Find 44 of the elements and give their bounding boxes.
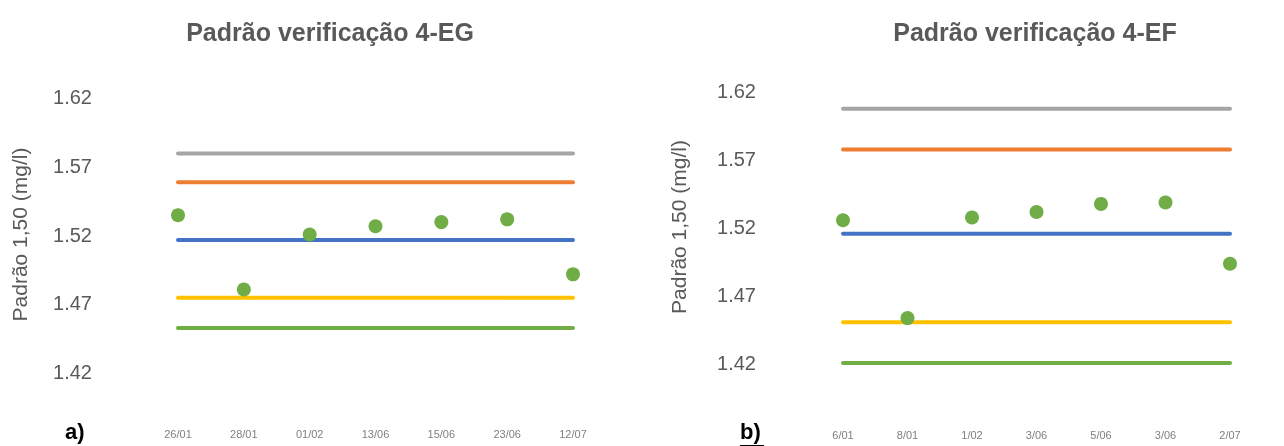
point xyxy=(566,267,580,282)
point xyxy=(434,215,449,230)
x-tick-label: 2/07 xyxy=(1219,428,1241,441)
y-tick-label: 1.42 xyxy=(53,361,92,383)
y-tick-label: 1.42 xyxy=(717,352,756,374)
point xyxy=(1158,195,1173,210)
x-tick-label: 13/06 xyxy=(361,427,390,440)
y-tick-label: 1.47 xyxy=(717,284,756,306)
x-tick-label: 15/06 xyxy=(427,427,456,440)
point xyxy=(368,219,383,234)
x-tick-label: 6/01 xyxy=(832,428,854,441)
y-tick-label: 1.52 xyxy=(717,216,756,238)
point xyxy=(500,212,515,227)
x-tick-label: 5/06 xyxy=(1090,428,1112,441)
y-axis-title: Padrão 1,50 (mg/l) xyxy=(8,147,31,322)
point xyxy=(171,208,185,223)
chart-title: Padrão verificação 4-EG xyxy=(186,17,474,46)
y-axis-title: Padrão 1,50 (mg/l) xyxy=(667,140,690,314)
x-tick-label: 8/01 xyxy=(896,428,919,441)
y-tick-label: 1.57 xyxy=(53,154,92,177)
point xyxy=(1029,205,1044,220)
x-tick-label: 28/01 xyxy=(230,427,258,440)
x-tick-label: 3/06 xyxy=(1025,428,1048,441)
point xyxy=(965,210,979,225)
x-tick-label: 26/01 xyxy=(164,427,192,440)
point xyxy=(836,213,850,228)
text: a) xyxy=(65,418,85,444)
y-tick-label: 1.57 xyxy=(717,148,756,170)
point xyxy=(1094,196,1108,211)
y-tick-label: 1.62 xyxy=(53,86,92,108)
point xyxy=(302,227,317,242)
x-tick-label: 1/02 xyxy=(961,428,983,441)
x-tick-label: 23/06 xyxy=(493,427,521,440)
x-tick-label: 01/02 xyxy=(295,427,324,440)
x-tick-label: 12/07 xyxy=(559,427,587,440)
chart-title: Padrão verificação 4-EF xyxy=(893,17,1177,46)
y-tick-label: 1.47 xyxy=(53,292,92,315)
x-tick-label: 3/06 xyxy=(1154,428,1177,441)
y-tick-label: 1.62 xyxy=(717,80,756,102)
point xyxy=(236,282,251,297)
y-tick-label: 1.52 xyxy=(53,223,92,246)
point xyxy=(900,311,915,326)
point xyxy=(1223,256,1237,271)
text: b) xyxy=(740,418,761,444)
